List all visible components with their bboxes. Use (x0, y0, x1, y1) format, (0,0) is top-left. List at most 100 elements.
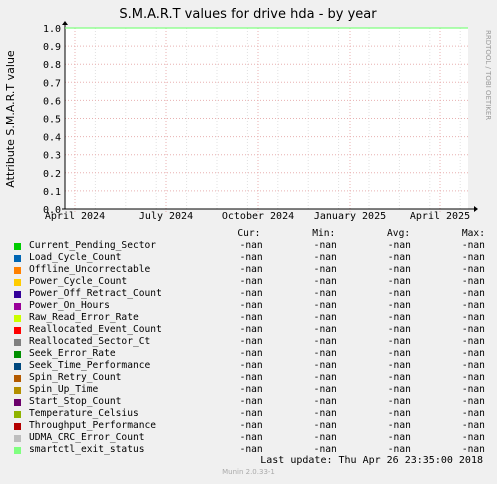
legend-value-min: -nan (313, 396, 337, 407)
legend-swatch (14, 278, 21, 286)
legend-value-min: -nan (313, 408, 337, 419)
legend-label: Load_Cycle_Count (29, 252, 122, 263)
legend-value-avg: -nan (387, 324, 411, 335)
legend-value-min: -nan (313, 432, 337, 443)
legend-value-cur: -nan (239, 408, 263, 419)
legend-swatch (14, 338, 21, 346)
legend-label: Current_Pending_Sector (29, 240, 157, 251)
legend-label: Power_On_Hours (29, 300, 110, 311)
x-axis-arrow (474, 206, 478, 212)
legend-value-avg: -nan (387, 348, 411, 359)
y-tick-label: 0.6 (43, 96, 61, 107)
legend-value-min: -nan (313, 444, 337, 455)
legend-label: Offline_Uncorrectable (29, 264, 151, 275)
legend-swatch (14, 410, 21, 418)
legend-value-max: -nan (461, 432, 485, 443)
legend-value-min: -nan (313, 372, 337, 383)
legend-item: Spin_Up_Time -nan -nan -nan -nan (10, 384, 485, 396)
legend-value-min: -nan (313, 384, 337, 395)
legend-swatch (14, 266, 21, 274)
legend-swatch (14, 254, 21, 262)
legend-value-cur: -nan (239, 432, 263, 443)
legend-label: Temperature_Celsius (29, 408, 139, 419)
legend-value-cur: -nan (239, 444, 263, 455)
legend-item: smartctl_exit_status -nan -nan -nan -nan (10, 444, 485, 456)
legend-value-cur: -nan (239, 240, 263, 251)
legend-value-max: -nan (461, 396, 485, 407)
legend-value-avg: -nan (387, 336, 411, 347)
last-update: Last update: Thu Apr 26 23:35:00 2018 (260, 455, 483, 466)
legend-value-avg: -nan (387, 264, 411, 275)
legend-label: Raw_Read_Error_Rate (29, 312, 139, 323)
legend-value-min: -nan (313, 348, 337, 359)
y-tick-label: 0.9 (43, 42, 61, 53)
y-tick-label: 0.5 (43, 115, 61, 126)
legend-value-min: -nan (313, 276, 337, 287)
legend-value-avg: -nan (387, 312, 411, 323)
legend-value-max: -nan (461, 324, 485, 335)
legend-swatch (14, 326, 21, 334)
legend-label: Throughput_Performance (29, 420, 157, 431)
legend-swatch (14, 314, 21, 322)
y-axis-label: Attribute S.M.A.R.T value (4, 50, 17, 188)
legend-value-cur: -nan (239, 312, 263, 323)
legend-value-avg: -nan (387, 444, 411, 455)
column-min: Min: (312, 228, 336, 239)
legend-value-max: -nan (461, 336, 485, 347)
legend-header: Cur: Min: Avg: Max: (10, 228, 485, 240)
legend-item: Offline_Uncorrectable -nan -nan -nan -nan (10, 264, 485, 276)
legend-item: Spin_Retry_Count -nan -nan -nan -nan (10, 372, 485, 384)
legend-value-max: -nan (461, 420, 485, 431)
legend-label: Spin_Retry_Count (29, 372, 122, 383)
legend: Cur: Min: Avg: Max: Current_Pending_Sect… (10, 228, 485, 456)
legend-value-avg: -nan (387, 276, 411, 287)
legend-item: Throughput_Performance -nan -nan -nan -nan (10, 420, 485, 432)
legend-value-min: -nan (313, 264, 337, 275)
legend-swatch (14, 422, 21, 430)
legend-label: UDMA_CRC_Error_Count (29, 432, 145, 443)
x-tick-label: July 2024 (139, 211, 193, 222)
legend-value-max: -nan (461, 288, 485, 299)
legend-value-cur: -nan (239, 384, 263, 395)
legend-label: Seek_Error_Rate (29, 348, 116, 359)
legend-value-cur: -nan (239, 300, 263, 311)
legend-value-avg: -nan (387, 408, 411, 419)
legend-item: Start_Stop_Count -nan -nan -nan -nan (10, 396, 485, 408)
legend-swatch (14, 362, 21, 370)
legend-item: Reallocated_Sector_Ct -nan -nan -nan -nan (10, 336, 485, 348)
legend-value-cur: -nan (239, 252, 263, 263)
chart: S.M.A.R.T values for drive hda - by year… (4, 7, 492, 222)
legend-label: Reallocated_Sector_Ct (29, 336, 151, 347)
column-cur: Cur: (237, 228, 261, 239)
legend-item: Load_Cycle_Count -nan -nan -nan -nan (10, 252, 485, 264)
legend-swatch (14, 290, 21, 298)
legend-swatch (14, 302, 21, 310)
legend-value-cur: -nan (239, 360, 263, 371)
y-tick-label: 1.0 (43, 24, 61, 35)
legend-value-avg: -nan (387, 420, 411, 431)
legend-value-max: -nan (461, 444, 485, 455)
legend-value-min: -nan (313, 288, 337, 299)
legend-value-avg: -nan (387, 300, 411, 311)
legend-value-max: -nan (461, 276, 485, 287)
legend-value-avg: -nan (387, 372, 411, 383)
legend-value-min: -nan (313, 300, 337, 311)
legend-label: Start_Stop_Count (29, 396, 122, 407)
y-tick-label: 0.2 (43, 169, 61, 180)
grid (62, 21, 478, 212)
legend-value-avg: -nan (387, 432, 411, 443)
legend-value-avg: -nan (387, 360, 411, 371)
legend-label: Power_Off_Retract_Count (29, 288, 162, 299)
legend-value-max: -nan (461, 348, 485, 359)
chart-title: S.M.A.R.T values for drive hda - by year (119, 7, 377, 22)
legend-swatch (14, 350, 21, 358)
legend-value-min: -nan (313, 312, 337, 323)
legend-value-cur: -nan (239, 276, 263, 287)
legend-value-avg: -nan (387, 396, 411, 407)
legend-swatch (14, 398, 21, 406)
legend-swatch (14, 434, 21, 442)
munin-version: Munin 2.0.33-1 (222, 468, 275, 476)
y-ticks: 0.0 0.1 0.2 0.3 0.4 0.5 0.6 0.7 0.8 0.9 1.0 (43, 24, 61, 216)
legend-item: Raw_Read_Error_Rate -nan -nan -nan -nan (10, 312, 485, 324)
legend-label: Power_Cycle_Count (29, 276, 128, 287)
